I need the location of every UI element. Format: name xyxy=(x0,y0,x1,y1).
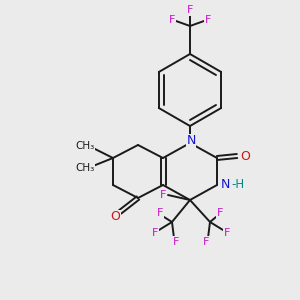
Text: F: F xyxy=(187,5,193,15)
Text: N: N xyxy=(186,134,196,148)
Text: F: F xyxy=(217,208,223,218)
Text: F: F xyxy=(160,190,166,200)
Text: CH₃: CH₃ xyxy=(75,163,94,173)
Text: F: F xyxy=(205,15,211,25)
Text: F: F xyxy=(203,237,209,247)
Text: O: O xyxy=(110,211,120,224)
Text: F: F xyxy=(169,15,175,25)
Text: F: F xyxy=(224,228,230,238)
Text: -H: -H xyxy=(231,178,244,191)
Text: CH₃: CH₃ xyxy=(75,141,94,151)
Text: N: N xyxy=(221,178,230,191)
Text: F: F xyxy=(173,237,179,247)
Text: O: O xyxy=(240,149,250,163)
Text: F: F xyxy=(152,228,158,238)
Text: F: F xyxy=(157,208,163,218)
